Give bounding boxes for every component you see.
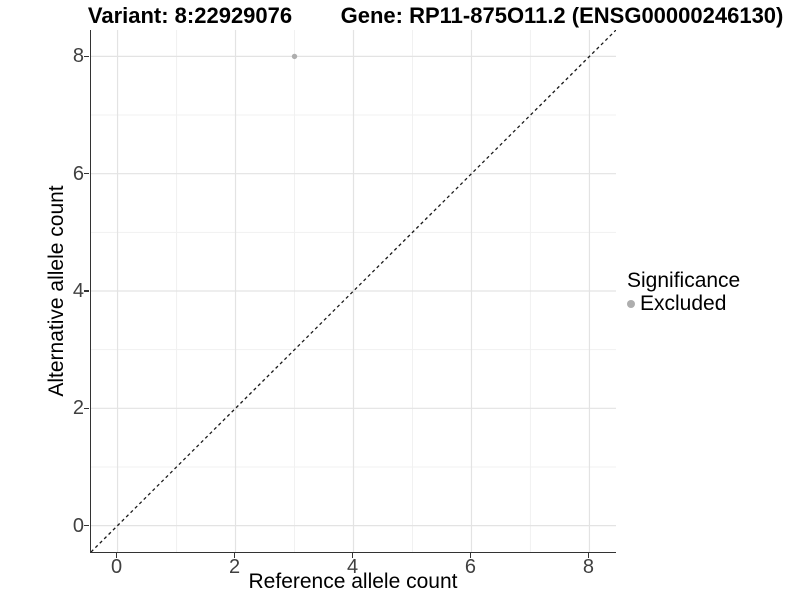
x-axis-title: Reference allele count [248, 570, 458, 593]
x-tick-label: 0 [110, 556, 123, 578]
y-tick-mark [84, 407, 89, 410]
x-tick-mark [115, 553, 118, 558]
x-tick-label: 8 [582, 556, 595, 578]
legend-items: Excluded [627, 293, 740, 315]
x-tick-label: 2 [228, 556, 241, 578]
legend-title: Significance [627, 269, 741, 292]
plot-panel [90, 30, 616, 553]
data-point [291, 53, 298, 60]
x-tick-label: 6 [464, 556, 477, 578]
variant-title: Variant: 8:22929076 [87, 3, 293, 28]
identity-line [91, 30, 616, 552]
y-tick-label: 2 [72, 397, 84, 420]
gene-title: Gene: RP11-875O11.2 (ENSG00000246130) [340, 3, 784, 28]
y-tick-label: 4 [72, 280, 84, 302]
x-tick-mark [233, 553, 236, 558]
y-tick-mark [84, 290, 89, 292]
y-tick-label: 0 [72, 514, 84, 537]
legend: Significance Excluded [627, 269, 740, 315]
y-tick-mark [84, 172, 89, 175]
x-tick-mark [351, 553, 354, 558]
x-tick-mark [469, 553, 472, 558]
y-tick-mark [84, 55, 89, 58]
legend-item-label: Excluded [640, 292, 727, 315]
legend-point-icon [627, 300, 635, 308]
plot-area-svg [91, 30, 616, 552]
x-tick-label: 4 [346, 556, 359, 578]
y-tick-label: 8 [72, 45, 84, 68]
legend-item: Excluded [627, 293, 740, 315]
y-tick-mark [84, 524, 89, 527]
x-tick-mark [587, 553, 590, 558]
y-tick-label: 6 [72, 162, 84, 185]
